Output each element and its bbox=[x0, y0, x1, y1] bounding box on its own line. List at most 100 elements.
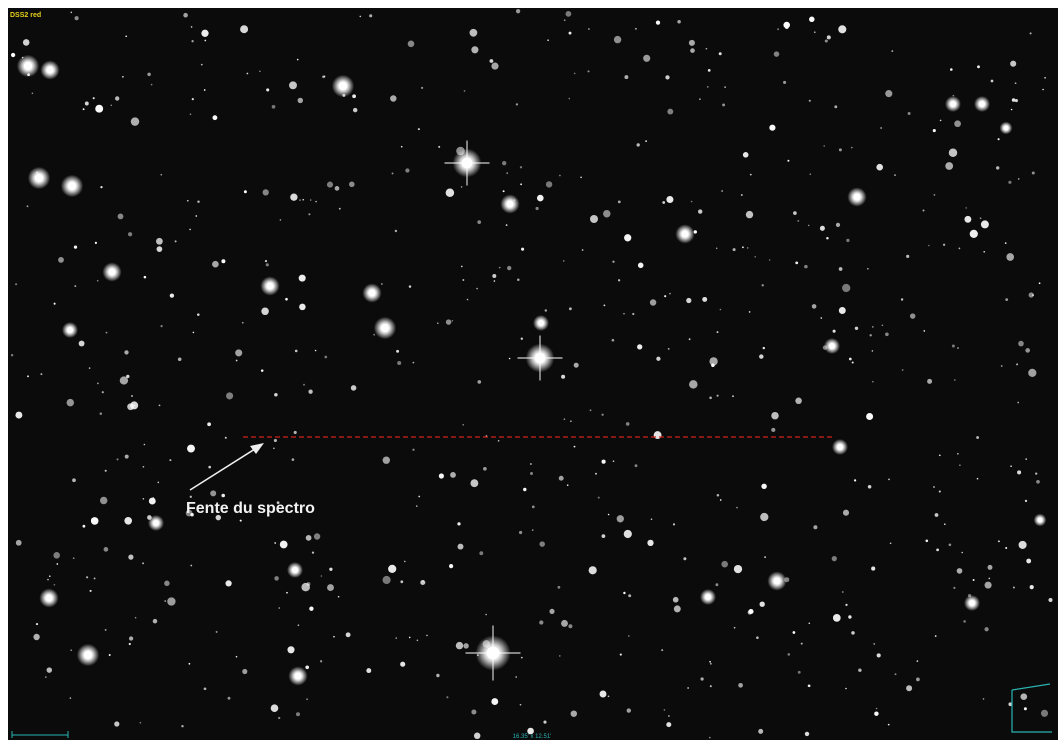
star bbox=[520, 704, 522, 706]
star bbox=[280, 541, 288, 549]
star bbox=[521, 338, 523, 340]
star bbox=[882, 324, 884, 326]
star bbox=[885, 332, 889, 336]
star bbox=[381, 283, 383, 285]
star bbox=[204, 40, 206, 42]
star bbox=[401, 146, 403, 148]
star bbox=[164, 600, 166, 602]
star bbox=[1042, 89, 1044, 91]
star bbox=[489, 59, 493, 63]
star bbox=[228, 697, 231, 700]
star bbox=[439, 473, 444, 478]
star bbox=[1030, 585, 1034, 589]
star bbox=[201, 30, 208, 37]
star bbox=[74, 245, 77, 248]
star bbox=[349, 182, 355, 188]
star bbox=[651, 518, 653, 520]
star bbox=[632, 313, 634, 315]
star bbox=[105, 629, 107, 631]
star bbox=[45, 676, 47, 678]
star bbox=[212, 115, 217, 120]
star bbox=[452, 320, 454, 322]
star bbox=[588, 28, 590, 30]
star bbox=[834, 105, 837, 108]
star bbox=[574, 73, 576, 75]
star bbox=[409, 285, 411, 287]
bright-star-core bbox=[705, 594, 711, 600]
star bbox=[346, 632, 351, 637]
star bbox=[608, 696, 610, 698]
star bbox=[750, 174, 752, 176]
page: Fente du spectro DSS2 red 16.35' x 12.51… bbox=[0, 0, 1064, 740]
bright-star-core bbox=[153, 520, 159, 526]
star bbox=[476, 288, 478, 290]
star bbox=[689, 380, 698, 389]
star bbox=[90, 590, 92, 592]
star bbox=[225, 580, 231, 586]
star bbox=[462, 424, 464, 426]
star bbox=[564, 19, 566, 21]
star bbox=[114, 721, 119, 726]
star bbox=[53, 552, 60, 559]
star bbox=[848, 615, 851, 618]
star bbox=[664, 709, 666, 711]
bright-star-core bbox=[506, 200, 513, 207]
star bbox=[777, 28, 779, 30]
star bbox=[925, 539, 928, 542]
star bbox=[1012, 98, 1016, 102]
star bbox=[717, 331, 719, 333]
star bbox=[477, 220, 481, 224]
star bbox=[949, 544, 952, 547]
star bbox=[602, 534, 606, 538]
star bbox=[549, 609, 554, 614]
star bbox=[1005, 298, 1008, 301]
star bbox=[927, 379, 932, 384]
star bbox=[193, 332, 195, 334]
star bbox=[758, 729, 763, 734]
star bbox=[858, 668, 861, 671]
star bbox=[1032, 171, 1035, 174]
star bbox=[754, 256, 756, 258]
star bbox=[950, 68, 953, 71]
star bbox=[977, 478, 979, 480]
star bbox=[536, 207, 539, 210]
star bbox=[89, 367, 91, 369]
star bbox=[70, 649, 72, 651]
star bbox=[683, 557, 686, 560]
star bbox=[280, 219, 282, 221]
star bbox=[691, 201, 693, 203]
star bbox=[47, 579, 49, 581]
star bbox=[808, 684, 811, 687]
star bbox=[600, 691, 607, 698]
star bbox=[635, 28, 637, 30]
star bbox=[760, 602, 765, 607]
star bbox=[872, 381, 874, 383]
star bbox=[286, 592, 288, 594]
star bbox=[306, 535, 312, 541]
bright-star-core bbox=[108, 268, 115, 275]
star bbox=[272, 105, 276, 109]
star bbox=[190, 565, 192, 567]
star bbox=[804, 265, 808, 269]
star bbox=[244, 190, 247, 193]
star bbox=[131, 395, 133, 397]
star bbox=[532, 506, 535, 509]
star bbox=[308, 390, 312, 394]
star bbox=[1039, 282, 1041, 284]
star bbox=[949, 148, 958, 157]
star bbox=[959, 248, 961, 250]
star bbox=[294, 431, 297, 434]
star bbox=[446, 696, 448, 698]
star bbox=[1024, 707, 1027, 710]
star bbox=[134, 405, 136, 407]
star bbox=[624, 530, 632, 538]
field-size-label: 16.35' x 12.51' bbox=[513, 734, 552, 740]
star bbox=[58, 257, 64, 263]
star bbox=[72, 478, 76, 482]
star bbox=[181, 725, 183, 727]
star bbox=[587, 70, 589, 72]
star bbox=[910, 313, 915, 318]
star bbox=[852, 361, 854, 363]
star bbox=[278, 717, 280, 719]
star bbox=[236, 360, 238, 362]
